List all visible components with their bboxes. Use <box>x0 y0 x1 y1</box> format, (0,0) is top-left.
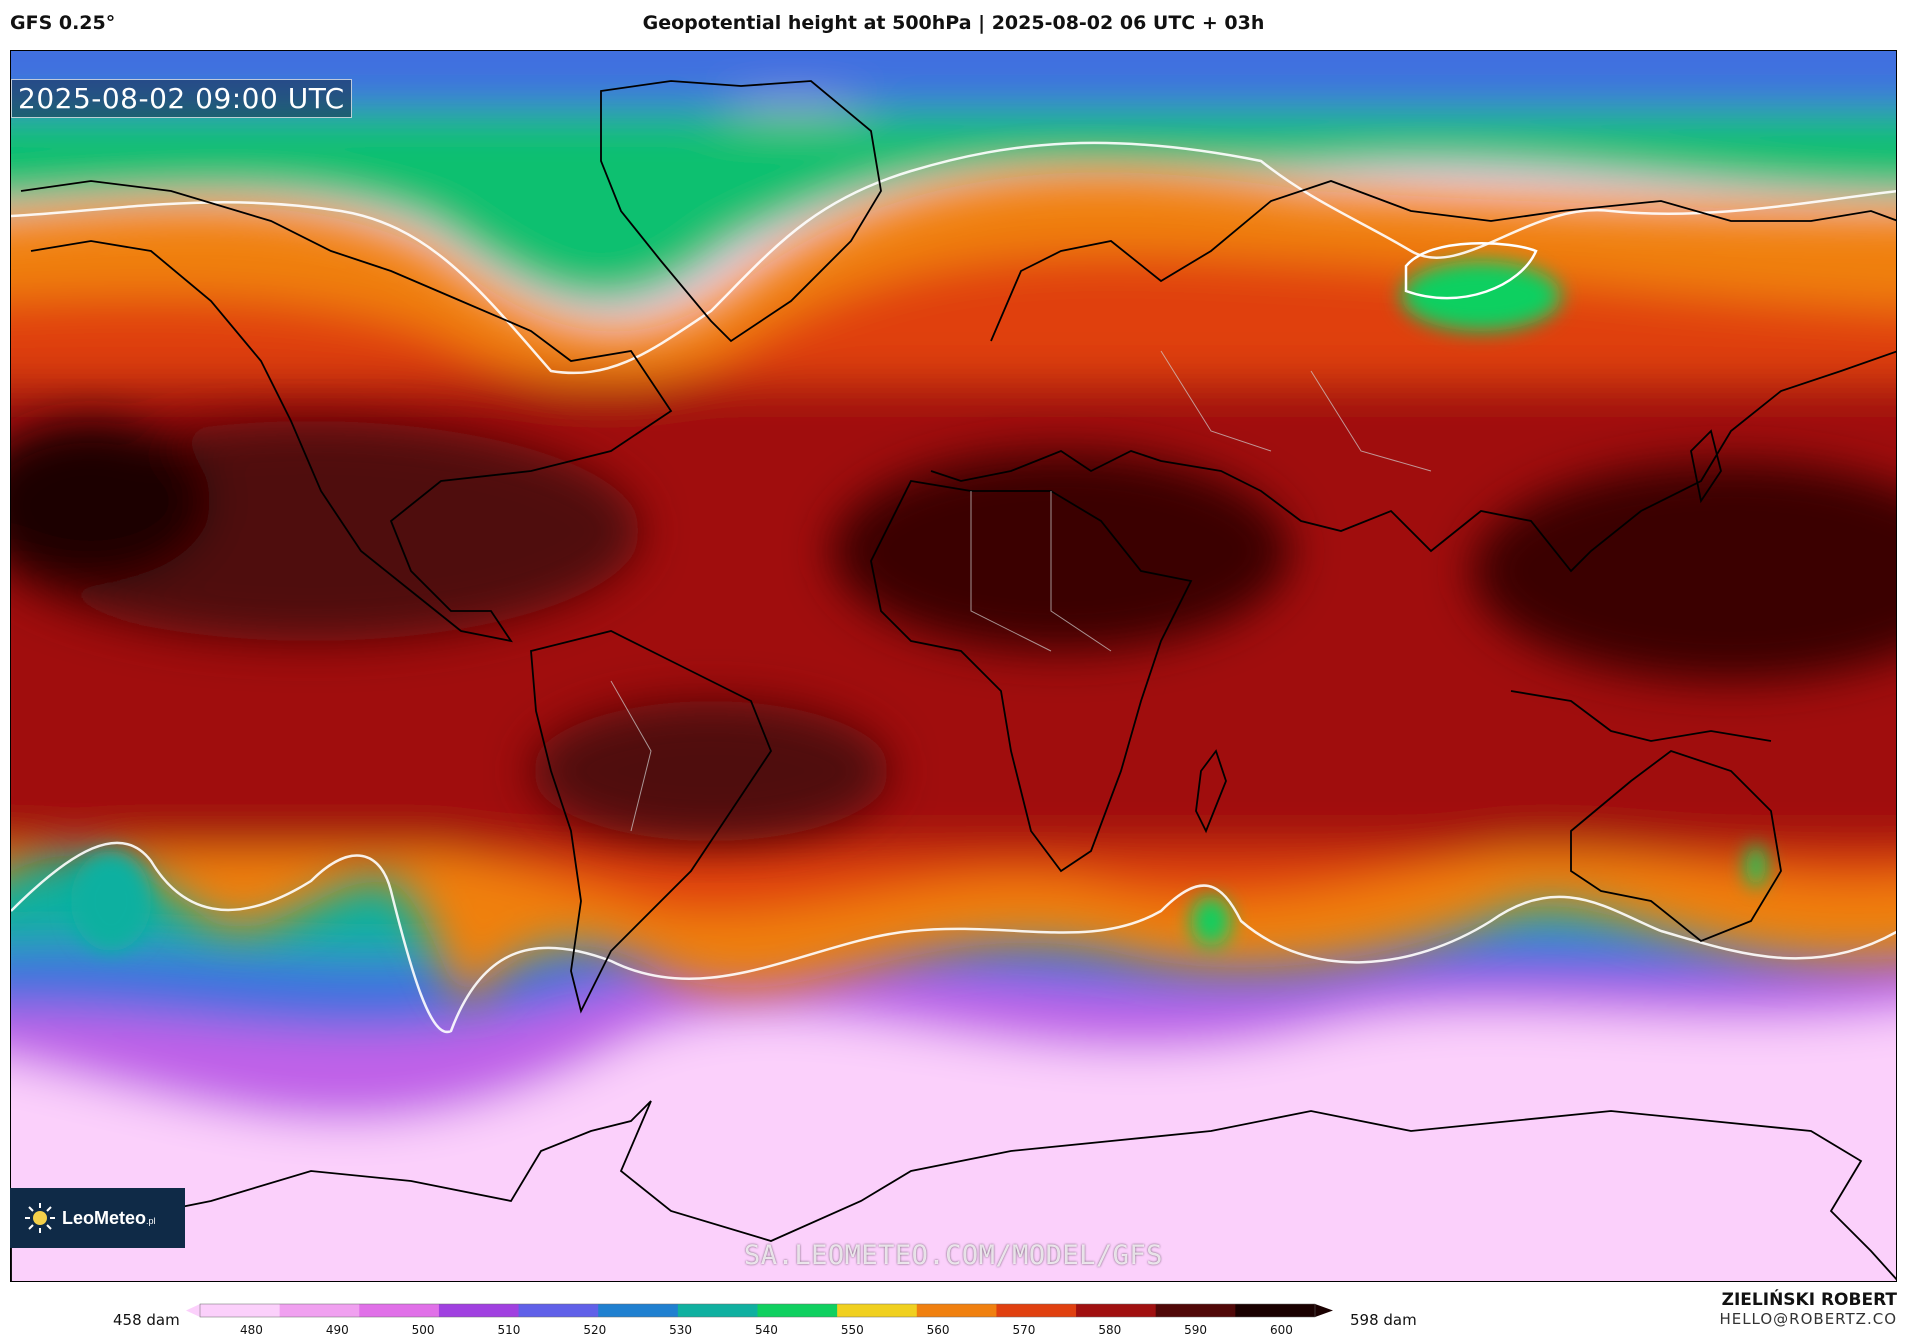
chart-title: Geopotential height at 500hPa | 2025-08-… <box>642 12 1265 34</box>
colorbar-tick-label: 540 <box>755 1323 778 1337</box>
colorbar-tick-label: 490 <box>325 1323 349 1337</box>
colorbar-tick-label: 550 <box>840 1323 864 1337</box>
colorbar-tick-label: 570 <box>1012 1323 1036 1337</box>
colorbar-tick-label: 580 <box>1098 1323 1122 1337</box>
colorbar-segment <box>438 1304 520 1317</box>
map-area: 2025-08-02 09:00 UTC <box>10 50 1897 1282</box>
colorbar <box>186 1303 1333 1318</box>
colorbar-max-label: 598 dam <box>1350 1311 1417 1329</box>
colorbar-segment <box>1235 1304 1316 1317</box>
colorbar-segment <box>279 1304 360 1317</box>
colorbar-segment <box>1076 1304 1157 1317</box>
colorbar-segment <box>916 1304 997 1317</box>
colorbar-segment <box>200 1304 281 1317</box>
author-name: ZIELIŃSKI ROBERT <box>1721 1290 1897 1310</box>
colorbar-segment <box>1155 1304 1236 1317</box>
colorbar-segment <box>677 1304 758 1317</box>
colorbar-segment <box>359 1304 440 1317</box>
author-block: ZIELIŃSKI ROBERT HELLO@ROBERTZ.CO <box>1719 1290 1897 1328</box>
geopotential-map <box>11 51 1896 1281</box>
colorbar-tick-label: 590 <box>1184 1323 1208 1337</box>
sun-icon <box>25 1203 55 1233</box>
colorbar-segment <box>757 1304 838 1317</box>
colorbar-outline <box>199 1303 1316 1318</box>
colorbar-tick-label: 500 <box>411 1323 435 1337</box>
colorbar-tick-label: 600 <box>1270 1323 1293 1337</box>
colorbar-tick-label: 510 <box>497 1323 521 1337</box>
colorbar-tick-label: 520 <box>583 1323 607 1337</box>
colorbar-segment <box>837 1304 918 1317</box>
colorbar-min-label: 458 dam <box>113 1311 180 1329</box>
colorbar-segment <box>598 1304 679 1317</box>
model-label: GFS 0.25° <box>10 12 116 34</box>
colorbar-over-triangle <box>1315 1304 1333 1317</box>
colorbar-tick-label: 480 <box>240 1323 263 1337</box>
colorbar-segment <box>996 1304 1077 1317</box>
colorbar-segment <box>518 1304 599 1317</box>
watermark-url: SA.LEOMETEO.COM/MODEL/GFS <box>744 1240 1163 1271</box>
country-borders <box>610 350 1432 832</box>
colorbar-tick-label: 560 <box>926 1323 950 1337</box>
leometeo-logo[interactable]: LeoMeteo.pl <box>10 1188 185 1248</box>
colorbar-under-triangle <box>186 1304 200 1317</box>
colorbar-tick-label: 530 <box>669 1323 693 1337</box>
logo-text: LeoMeteo.pl <box>62 1207 156 1228</box>
author-email: HELLO@ROBERTZ.CO <box>1719 1310 1897 1328</box>
coastlines <box>11 80 1896 1281</box>
valid-time-label: 2025-08-02 09:00 UTC <box>11 79 352 118</box>
